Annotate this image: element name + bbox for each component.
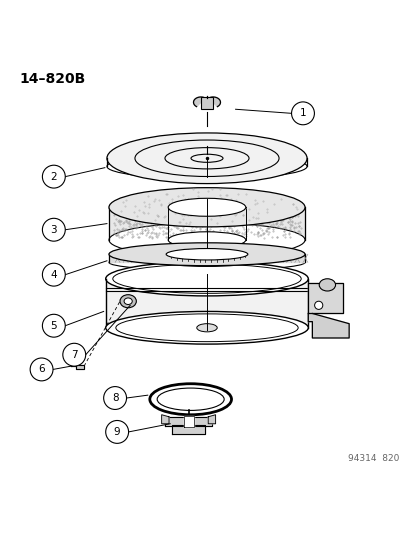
Text: 6: 6 (38, 365, 45, 374)
Circle shape (42, 219, 65, 241)
Polygon shape (308, 313, 348, 338)
Circle shape (103, 386, 126, 409)
Text: 5: 5 (50, 321, 57, 330)
Text: 14–820B: 14–820B (19, 72, 85, 86)
Ellipse shape (168, 232, 245, 248)
Polygon shape (208, 415, 215, 424)
Text: 4: 4 (50, 270, 57, 280)
Ellipse shape (109, 243, 304, 265)
Polygon shape (164, 417, 212, 426)
Ellipse shape (166, 248, 247, 260)
Text: 8: 8 (112, 393, 118, 403)
Ellipse shape (166, 259, 247, 266)
Polygon shape (109, 207, 304, 240)
Ellipse shape (157, 388, 223, 410)
Polygon shape (193, 97, 205, 107)
Circle shape (63, 343, 85, 366)
Ellipse shape (168, 198, 245, 216)
Ellipse shape (109, 254, 304, 270)
Text: 2: 2 (50, 172, 57, 182)
Circle shape (105, 421, 128, 443)
Ellipse shape (314, 301, 322, 309)
Text: 1: 1 (299, 108, 306, 118)
Circle shape (42, 263, 65, 286)
Ellipse shape (105, 262, 308, 296)
Polygon shape (161, 415, 169, 424)
Polygon shape (172, 425, 204, 434)
Polygon shape (71, 358, 84, 369)
Ellipse shape (120, 295, 136, 308)
Polygon shape (105, 279, 308, 328)
FancyBboxPatch shape (201, 98, 212, 109)
Ellipse shape (109, 223, 304, 257)
Polygon shape (208, 97, 220, 107)
Circle shape (30, 358, 53, 381)
Circle shape (291, 102, 313, 125)
Text: 7: 7 (71, 350, 77, 360)
Circle shape (42, 314, 65, 337)
Ellipse shape (109, 188, 304, 227)
Polygon shape (308, 283, 342, 313)
Polygon shape (109, 254, 304, 262)
Text: 9: 9 (114, 427, 120, 437)
Polygon shape (183, 416, 193, 426)
Ellipse shape (318, 279, 335, 291)
Text: 94314  820: 94314 820 (347, 454, 398, 463)
Ellipse shape (107, 154, 306, 179)
Ellipse shape (196, 324, 217, 332)
Ellipse shape (105, 311, 308, 344)
Ellipse shape (124, 298, 132, 304)
Circle shape (42, 165, 65, 188)
Text: 3: 3 (50, 225, 57, 235)
Ellipse shape (107, 133, 306, 183)
